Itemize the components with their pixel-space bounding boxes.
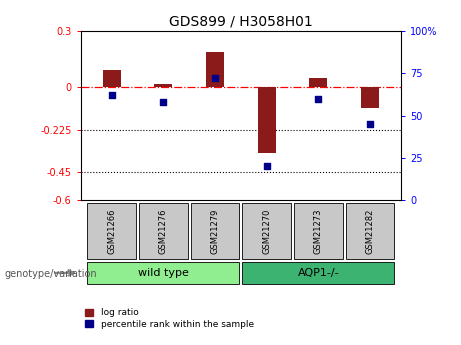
Text: AQP1-/-: AQP1-/- bbox=[297, 268, 339, 278]
Bar bbox=[154, 83, 172, 87]
Point bbox=[160, 99, 167, 105]
Text: wild type: wild type bbox=[138, 268, 189, 278]
FancyBboxPatch shape bbox=[294, 203, 343, 259]
Title: GDS899 / H3058H01: GDS899 / H3058H01 bbox=[169, 14, 313, 29]
Bar bbox=[361, 87, 379, 108]
Text: genotype/variation: genotype/variation bbox=[5, 269, 97, 278]
Point bbox=[211, 76, 219, 81]
FancyBboxPatch shape bbox=[242, 262, 394, 284]
Point bbox=[366, 121, 374, 127]
Legend: log ratio, percentile rank within the sample: log ratio, percentile rank within the sa… bbox=[85, 308, 254, 329]
Text: GSM21279: GSM21279 bbox=[211, 208, 219, 254]
Text: GSM21266: GSM21266 bbox=[107, 208, 116, 254]
Text: GSM21282: GSM21282 bbox=[366, 208, 375, 254]
Bar bbox=[309, 78, 327, 87]
Point bbox=[108, 92, 115, 98]
Point bbox=[315, 96, 322, 101]
Text: GSM21273: GSM21273 bbox=[314, 208, 323, 254]
Bar bbox=[258, 87, 276, 153]
FancyBboxPatch shape bbox=[191, 203, 239, 259]
Point bbox=[263, 164, 271, 169]
FancyBboxPatch shape bbox=[242, 203, 291, 259]
FancyBboxPatch shape bbox=[346, 203, 394, 259]
Text: GSM21270: GSM21270 bbox=[262, 208, 271, 254]
Bar bbox=[206, 52, 224, 87]
FancyBboxPatch shape bbox=[88, 262, 239, 284]
Bar bbox=[103, 70, 121, 87]
FancyBboxPatch shape bbox=[139, 203, 188, 259]
Text: GSM21276: GSM21276 bbox=[159, 208, 168, 254]
FancyBboxPatch shape bbox=[88, 203, 136, 259]
